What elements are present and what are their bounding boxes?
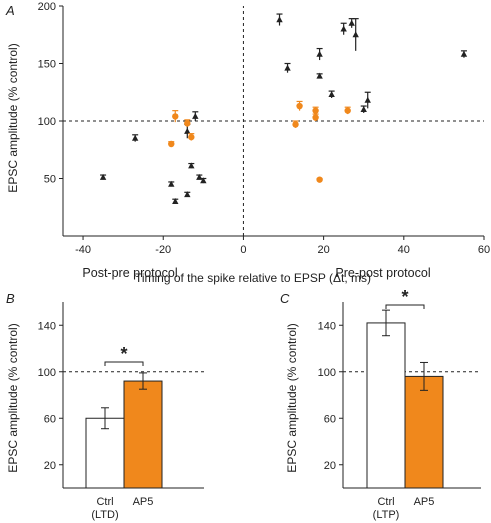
- panel-a-point-ctrl: [192, 112, 199, 119]
- panel-b-significance-bracket: [104, 361, 144, 366]
- panel-b-category-label: (LTD): [91, 509, 118, 521]
- panel-a-y-axis-label: EPSC amplitude (% control): [6, 43, 20, 192]
- panel-a-point-ctrl: [284, 64, 291, 71]
- panel-c-y-tick-label: 100: [318, 367, 336, 379]
- panel-a-point-ctrl: [200, 177, 207, 184]
- panel-b-significance-star: *: [120, 344, 127, 364]
- panel-a-point-ap5: [344, 107, 351, 114]
- panel-a-point-ctrl: [172, 198, 179, 204]
- panel-a-x-tick-label: -20: [155, 244, 171, 256]
- panel-a-point-ctrl: [352, 31, 359, 38]
- panel-c-category-label: Ctrl: [377, 496, 394, 508]
- panel-a-point-ap5: [312, 107, 319, 114]
- panel-b-y-tick-label: 140: [38, 320, 56, 332]
- panel-a-point-ap5: [292, 121, 299, 128]
- panel-b-label: B: [6, 291, 15, 306]
- panel-b-y-tick-label: 100: [38, 367, 56, 379]
- panel-a-point-ap5: [168, 140, 175, 148]
- panel-a-point-ap5: [296, 102, 303, 110]
- panel-c-title: Pre-post protocol: [335, 266, 430, 280]
- panel-a-y-tick-label: 100: [38, 116, 56, 128]
- panel-c-bar: [404, 375, 444, 489]
- panel-a-y-tick-label: 200: [38, 1, 56, 13]
- panel-a-x-tick-label: 60: [478, 244, 490, 256]
- panel-a-x-tick-label: 0: [240, 244, 246, 256]
- panel-a-scatter: A EPSC amplitude (% control) Timing of t…: [5, 1, 490, 285]
- panel-a-x-tick-label: 40: [398, 244, 410, 256]
- panel-a-x-axis-label: Timing of the spike relative to EPSP (Δt…: [135, 271, 371, 285]
- panel-b-bar: [123, 380, 163, 489]
- panel-b-y-tick-label: 60: [44, 413, 56, 425]
- panel-a-point-ctrl: [364, 96, 371, 103]
- panel-a-point-ctrl: [131, 134, 139, 141]
- panel-a-point-ctrl: [99, 173, 107, 180]
- panel-a-point-ap5: [188, 133, 195, 141]
- panel-b-category-label: AP5: [133, 496, 154, 508]
- panel-a-point-ctrl: [348, 19, 355, 26]
- panel-c-y-axis-label: EPSC amplitude (% control): [285, 323, 299, 472]
- panel-a-point-ctrl: [360, 106, 367, 112]
- panel-b-y-tick-label: 20: [44, 460, 56, 472]
- panel-a-point-ctrl: [184, 191, 191, 198]
- panel-a-point-ctrl: [168, 180, 175, 187]
- panel-b-y-axis-label: EPSC amplitude (% control): [6, 323, 20, 472]
- panel-c-category-label: (LTP): [373, 509, 400, 521]
- panel-a-point-ap5: [184, 120, 191, 127]
- panel-a-point-ap5: [316, 176, 323, 183]
- panel-a-point-ap5: [312, 114, 319, 121]
- panel-a-point-ctrl: [316, 72, 323, 79]
- panel-a-label: A: [5, 3, 15, 18]
- panel-b-title: Post-pre protocol: [82, 266, 177, 280]
- panel-a-point-ctrl: [276, 16, 283, 23]
- panel-c-y-tick-label: 140: [318, 320, 336, 332]
- panel-a-point-ctrl: [188, 162, 195, 169]
- panel-a-y-tick-label: 150: [38, 59, 56, 71]
- panel-c-category-label: AP5: [414, 496, 435, 508]
- panel-a-x-tick-label: 20: [317, 244, 329, 256]
- panel-a-point-ctrl: [316, 50, 323, 57]
- panel-a-point-ctrl: [184, 127, 191, 134]
- panel-a-point-ctrl: [340, 25, 347, 32]
- panel-c-bar: [366, 322, 406, 489]
- panel-a-point-ap5: [172, 113, 179, 120]
- panel-c-significance-bracket: [385, 304, 425, 309]
- panel-a-point-ctrl: [460, 50, 468, 57]
- panel-b-category-label: Ctrl: [96, 496, 113, 508]
- panel-a-y-tick-label: 50: [44, 174, 56, 186]
- panel-a-x-tick-label: -40: [75, 244, 91, 256]
- panel-b-bar-chart: B Post-pre protocol EPSC amplitude (% co…: [6, 266, 204, 521]
- panel-c-y-tick-label: 60: [324, 413, 336, 425]
- panel-c-significance-star: *: [401, 287, 408, 307]
- panel-c-label: C: [280, 291, 290, 306]
- panel-c-y-tick-label: 20: [324, 460, 336, 472]
- panel-a-point-ctrl: [328, 91, 335, 98]
- panel-c-bar-chart: C Pre-post protocol EPSC amplitude (% co…: [280, 266, 481, 521]
